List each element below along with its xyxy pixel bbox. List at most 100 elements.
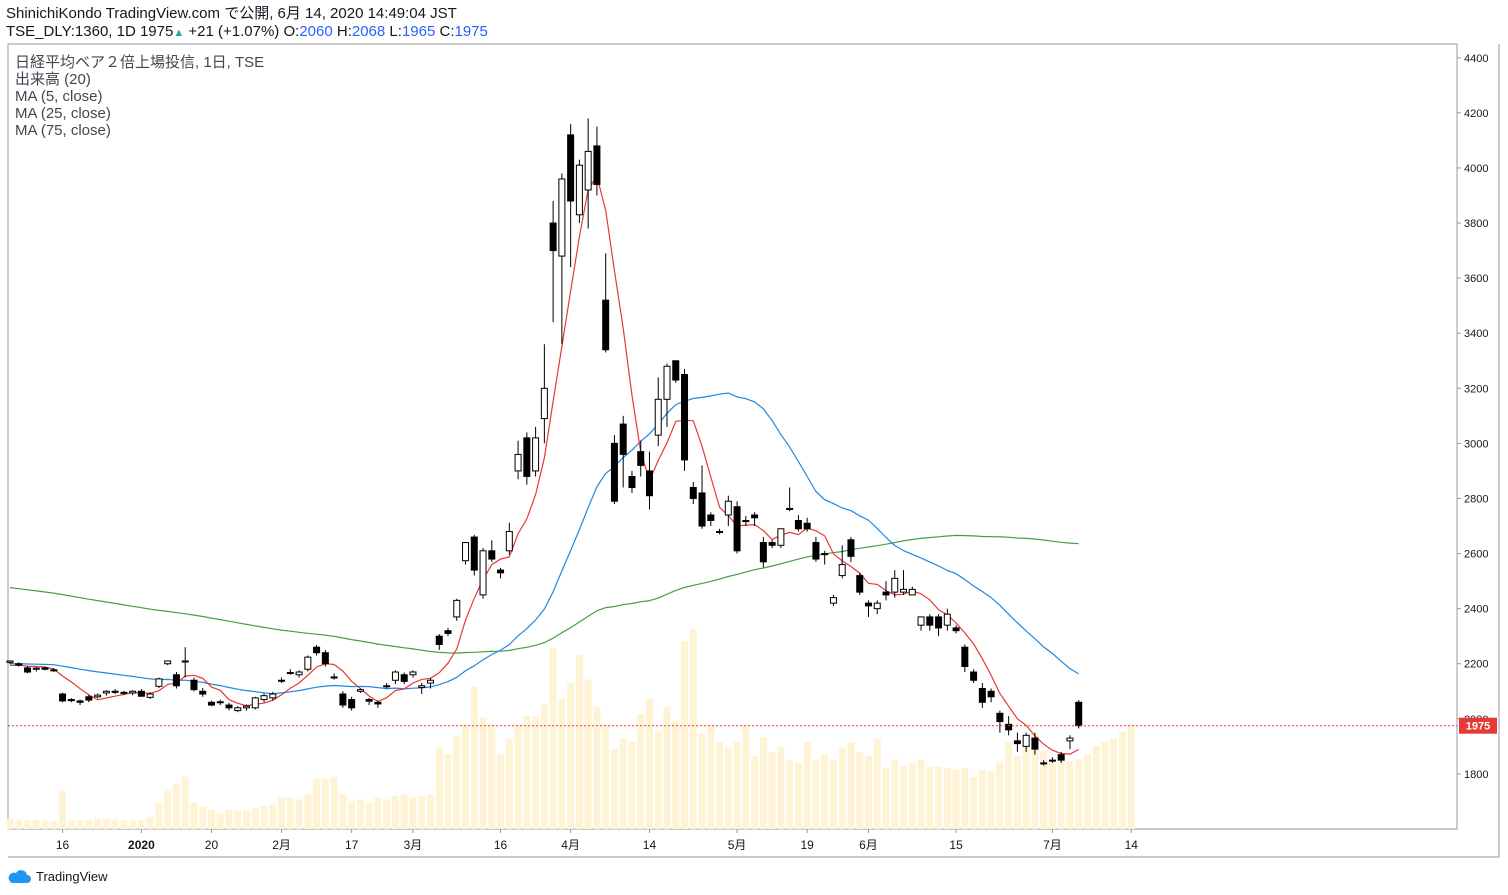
close-label: C: (439, 23, 455, 40)
candle-body (733, 506, 741, 552)
candle-body (768, 542, 776, 546)
candle-body (260, 695, 268, 701)
x-tick-label: 15 (949, 838, 963, 852)
volume-bar (251, 808, 259, 829)
candle-body (190, 679, 198, 691)
volume-bar (812, 759, 820, 829)
candle-body (917, 616, 925, 626)
volume-bar (1022, 745, 1030, 829)
brand-name: TradingView (36, 869, 108, 884)
volume-bar (1092, 745, 1100, 829)
volume-bar (1048, 762, 1056, 829)
volume-bar (1101, 742, 1109, 829)
volume-bar (76, 820, 84, 829)
volume-bar (137, 819, 145, 829)
legend-title[interactable]: 日経平均ベア２倍上場投信, 1日, TSE (15, 54, 265, 71)
cloud-icon (8, 869, 32, 883)
volume-bar (102, 818, 110, 829)
candle-body (1066, 737, 1074, 742)
candle-body (120, 691, 128, 694)
candle-body (199, 690, 207, 695)
volume-bar (164, 790, 172, 829)
x-tick-label: 14 (643, 838, 657, 852)
legend-ma5[interactable]: MA (5, close) (15, 88, 103, 105)
volume-bar (1013, 755, 1021, 829)
candle-body (278, 679, 286, 682)
volume-bar (1119, 731, 1127, 829)
volume-bar (1066, 761, 1074, 829)
candle-body (321, 652, 329, 665)
volume-bar (724, 747, 732, 829)
candle-body (409, 671, 417, 676)
volume-bar (847, 742, 855, 829)
candle-body (155, 678, 163, 687)
volume-bar (637, 714, 645, 829)
volume-bar (628, 742, 636, 829)
volume-bar (155, 802, 163, 829)
y-tick-label: 4000 (1464, 163, 1488, 175)
candle-body (67, 699, 75, 702)
volume-bar (32, 819, 40, 829)
x-tick-label: 16 (494, 838, 508, 852)
volume-bar (59, 790, 67, 829)
volume-bar (67, 820, 75, 829)
volume-bar (435, 747, 443, 829)
candle-body (348, 699, 356, 709)
volume-bar (935, 766, 943, 829)
volume-bar (558, 698, 566, 829)
volume-bar (602, 724, 610, 829)
volume-bar (15, 819, 23, 829)
candle-body (313, 646, 321, 654)
x-tick-label: 17 (345, 838, 359, 852)
candle-body (558, 178, 566, 257)
candle-body (207, 701, 215, 706)
volume-bar (321, 778, 329, 829)
legend-ma25[interactable]: MA (25, close) (15, 105, 111, 122)
candle-body (742, 520, 750, 523)
candle-body (391, 671, 399, 681)
volume-bar (365, 802, 373, 829)
last-price-tag (1459, 717, 1497, 734)
volume-bar (41, 820, 49, 829)
volume-bar (1127, 724, 1135, 829)
y-tick-label: 3800 (1464, 218, 1488, 230)
candle-body (935, 616, 943, 629)
legend-volume[interactable]: 出来高 (20) (15, 71, 91, 88)
volume-bar (1031, 733, 1039, 829)
volume-bar (645, 698, 653, 829)
candle-body (637, 451, 645, 466)
volume-bar (304, 794, 312, 829)
volume-bar (549, 648, 557, 829)
candle-body (330, 676, 338, 679)
volume-bar (400, 794, 408, 829)
legend-ma75[interactable]: MA (75, close) (15, 122, 111, 139)
volume-bar (260, 806, 268, 829)
open-value: 2060 (299, 23, 333, 40)
y-tick-label: 3000 (1464, 438, 1488, 450)
volume-bar (295, 799, 303, 829)
volume-bar (733, 742, 741, 829)
candle-body (821, 553, 829, 556)
volume-bar (462, 724, 470, 829)
volume-bar (575, 655, 583, 829)
candle-body (882, 591, 890, 596)
volume-bar (864, 755, 872, 829)
tradingview-logo[interactable]: TradingView (8, 869, 108, 884)
volume-bar (330, 776, 338, 829)
volume-bar (567, 682, 575, 829)
volume-bar (348, 801, 356, 829)
volume-bar (374, 797, 382, 829)
candle-body (575, 164, 583, 216)
x-tick-label: 19 (800, 838, 814, 852)
candle-body (523, 437, 531, 477)
volume-bar (698, 733, 706, 829)
candle-body (444, 630, 452, 634)
candle-body (129, 690, 137, 694)
candle-body (926, 616, 934, 626)
volume-bar (742, 724, 750, 829)
candle-body (418, 685, 426, 688)
volume-bar (654, 731, 662, 829)
x-tick-label: 4月 (561, 838, 580, 852)
ma25-line (9, 392, 1080, 695)
